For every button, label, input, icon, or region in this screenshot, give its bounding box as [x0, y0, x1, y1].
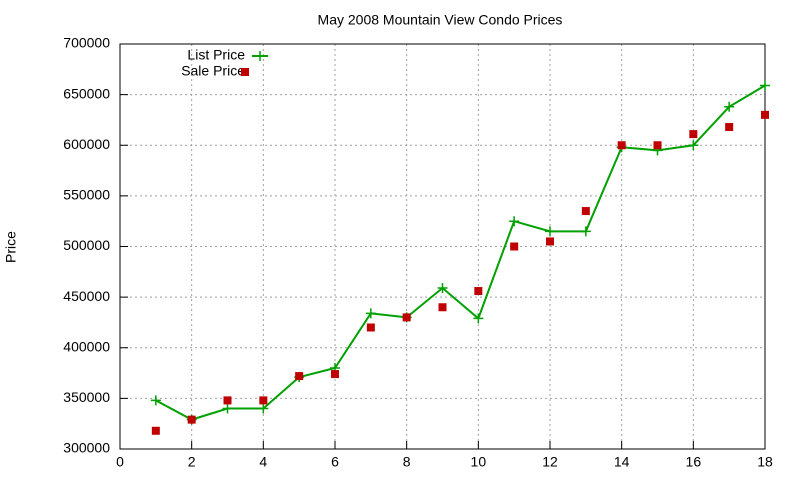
y-axis-label: Price	[3, 231, 19, 263]
point	[689, 130, 698, 139]
point	[222, 403, 233, 414]
x-tick-label: 0	[116, 454, 124, 470]
y-tick-label: 650000	[63, 85, 110, 101]
chart-title: May 2008 Mountain View Condo Prices	[318, 12, 563, 28]
point	[331, 370, 339, 379]
point	[258, 403, 269, 414]
point	[509, 216, 520, 227]
point	[546, 237, 554, 246]
point	[295, 372, 304, 381]
y-tick-label: 700000	[63, 35, 110, 51]
point	[581, 207, 590, 216]
y-tick-label: 500000	[63, 237, 110, 253]
point	[617, 141, 626, 150]
x-tick-label: 10	[471, 454, 487, 470]
point	[761, 110, 769, 119]
x-tick-label: 12	[542, 454, 558, 470]
legend-label: List Price	[187, 47, 245, 63]
point	[150, 395, 161, 406]
point	[437, 283, 448, 294]
y-tick-label: 600000	[63, 136, 110, 152]
point	[365, 308, 376, 319]
point	[223, 396, 232, 405]
legend-marker	[241, 68, 249, 76]
x-tick-label: 18	[757, 454, 773, 470]
point	[438, 303, 447, 312]
x-tick-label: 2	[188, 454, 196, 470]
point	[474, 287, 483, 296]
point	[688, 140, 699, 151]
point	[580, 226, 591, 237]
x-tick-label: 14	[614, 454, 630, 470]
x-tick-label: 4	[259, 454, 267, 470]
point	[725, 123, 734, 132]
legend-label: Sale Price	[181, 63, 245, 79]
point	[187, 415, 196, 424]
y-tick-label: 350000	[63, 389, 110, 405]
point	[366, 323, 375, 332]
line	[155, 84, 766, 421]
point	[402, 313, 411, 322]
x-tick-label: 16	[686, 454, 702, 470]
x-tick-label: 6	[331, 454, 339, 470]
point	[473, 313, 484, 324]
y-tick-label: 550000	[63, 187, 110, 203]
y-tick-label: 400000	[63, 338, 110, 354]
point	[151, 426, 160, 435]
point	[259, 396, 268, 405]
y-tick-label: 300000	[63, 440, 110, 456]
y-tick-label: 450000	[63, 288, 110, 304]
legend-marker	[255, 51, 265, 61]
point	[724, 101, 735, 112]
x-tick-label: 8	[403, 454, 411, 470]
point	[760, 80, 770, 91]
plot-frame	[119, 43, 766, 450]
point	[510, 242, 519, 251]
point	[545, 226, 555, 237]
point	[653, 141, 662, 150]
